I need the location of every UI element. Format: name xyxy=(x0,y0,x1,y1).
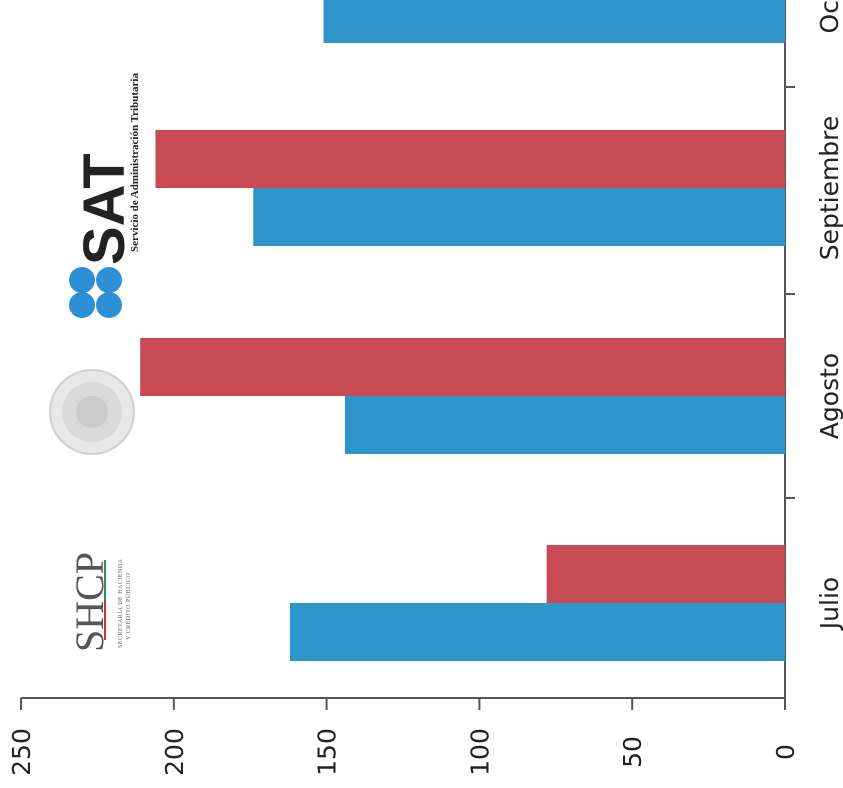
category-label: Julio xyxy=(815,577,843,631)
value-tick-label: 0 xyxy=(771,744,800,760)
sat-logo-dot xyxy=(96,292,122,318)
value-tick-label: 150 xyxy=(313,728,342,776)
sat-logo-dot xyxy=(96,267,122,293)
sat-logo-dot xyxy=(69,267,95,293)
sat-logo-subtitle: Servicio de Administración Tributaria xyxy=(129,73,141,252)
shcp-logo-line1: SECRETARÍA DE HACIENDA xyxy=(116,558,124,648)
shcp-logo-line2: Y CRÉDITO PÚBLICO xyxy=(124,573,132,640)
sat-logo: SAT Servicio de Administración Tributari… xyxy=(69,73,141,318)
value-tick-label: 100 xyxy=(465,728,494,776)
bar-julio-series-2 xyxy=(546,545,785,603)
bar-julio-series-1 xyxy=(289,603,785,661)
bar-septiembre-series-2 xyxy=(155,130,786,188)
value-tick-label: 250 xyxy=(7,728,36,776)
value-tick-label: 50 xyxy=(618,736,647,768)
category-label: Septiembre xyxy=(815,116,843,261)
bar-agosto-series-2 xyxy=(140,338,785,396)
bar-oc-series-1 xyxy=(323,0,785,43)
shcp-logo: SHCP SECRETARÍA DE HACIENDA Y CRÉDITO PÚ… xyxy=(67,552,132,652)
value-tick-label: 200 xyxy=(160,728,189,776)
chart-marks: 0 50 100 150 200 250 Julio Agosto Septiembre Oc xyxy=(7,0,843,776)
sat-logo-text: SAT xyxy=(72,153,137,265)
category-label: Oc xyxy=(815,0,843,33)
national-seal-icon xyxy=(49,369,135,455)
category-label: Agosto xyxy=(815,353,843,439)
sat-logo-dot xyxy=(69,292,95,318)
bar-septiembre-series-1 xyxy=(253,188,786,246)
bar-agosto-series-1 xyxy=(344,396,785,454)
